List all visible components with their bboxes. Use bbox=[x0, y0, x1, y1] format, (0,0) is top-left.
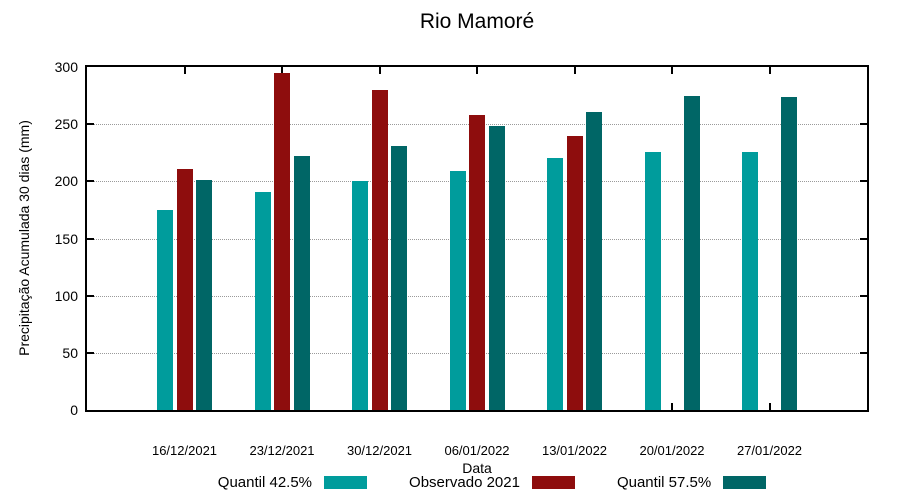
bar-quantil-57-5- bbox=[683, 95, 700, 410]
x-tick-label: 20/01/2022 bbox=[639, 443, 705, 458]
x-tick-mark-top bbox=[281, 67, 283, 74]
x-tick-mark-top bbox=[768, 67, 771, 74]
bar-quantil-42-5- bbox=[157, 209, 173, 410]
bar-quantil-42-5- bbox=[644, 151, 661, 410]
bar-observado-2021 bbox=[176, 168, 193, 410]
y-tick-label: 100 bbox=[54, 287, 78, 304]
y-tick-mark-right bbox=[860, 351, 867, 354]
chart-title: Rio Mamoré bbox=[419, 10, 535, 33]
y-tick-label: 0 bbox=[70, 402, 78, 418]
bar-quantil-42-5- bbox=[352, 181, 368, 410]
bar-quantil-57-5- bbox=[488, 126, 505, 410]
legend-label: Quantil 42.5% bbox=[217, 474, 313, 491]
bar-quantil-42-5- bbox=[742, 151, 758, 410]
legend-item: Observado 2021 bbox=[409, 474, 575, 491]
y-tick-label: 50 bbox=[62, 344, 78, 361]
y-tick-mark-left bbox=[87, 237, 94, 240]
y-tick-label: 150 bbox=[54, 230, 78, 247]
x-tick-label: 27/01/2022 bbox=[736, 443, 803, 458]
bar-observado-2021 bbox=[274, 72, 290, 410]
plot-area bbox=[87, 67, 867, 410]
bar-quantil-42-5- bbox=[449, 171, 466, 410]
legend: Quantil 42.5% Observado 2021 Quantil 57.5% bbox=[85, 474, 869, 491]
bar-observado-2021 bbox=[469, 115, 485, 410]
x-tick-mark-top bbox=[671, 67, 673, 74]
x-tick-label: 06/01/2022 bbox=[444, 443, 510, 458]
y-tick-mark-left bbox=[87, 294, 94, 297]
x-tick-mark-top bbox=[378, 67, 381, 74]
bar-observado-2021 bbox=[371, 89, 388, 410]
y-tick-label: 250 bbox=[54, 116, 78, 133]
x-tick-mark-bottom bbox=[671, 403, 673, 410]
bar-quantil-57-5- bbox=[391, 145, 407, 410]
y-tick-mark-right bbox=[860, 294, 867, 297]
bar-quantil-57-5- bbox=[196, 180, 212, 410]
x-tick-label: 16/12/2021 bbox=[151, 443, 218, 458]
x-axis-title: Data bbox=[462, 460, 492, 476]
bar-observado-2021 bbox=[566, 135, 583, 410]
legend-label: Observado 2021 bbox=[409, 474, 520, 491]
legend-swatch bbox=[531, 476, 575, 489]
x-tick-mark-top bbox=[573, 67, 576, 74]
bar-quantil-57-5- bbox=[586, 111, 602, 410]
legend-swatch bbox=[723, 476, 767, 489]
bar-quantil-42-5- bbox=[254, 191, 271, 410]
x-tick-label: 13/01/2022 bbox=[541, 443, 608, 458]
bar-quantil-42-5- bbox=[547, 158, 563, 410]
x-tick-label: 23/12/2021 bbox=[249, 443, 315, 458]
x-axis-tick-labels: 16/12/2021 23/12/2021 30/12/2021 06/01/2022… bbox=[87, 444, 867, 460]
y-tick-label: 300 bbox=[54, 59, 78, 75]
legend-swatch bbox=[324, 476, 368, 489]
bar-quantil-57-5- bbox=[781, 96, 797, 410]
y-tick-mark-right bbox=[860, 180, 867, 183]
x-tick-mark-top bbox=[476, 67, 478, 74]
y-axis-tick-labels: 0 50 100 150 200 250 300 bbox=[0, 60, 78, 417]
x-tick-mark-top bbox=[183, 67, 186, 74]
legend-label: Quantil 57.5% bbox=[616, 474, 712, 491]
y-tick-mark-left bbox=[87, 180, 94, 183]
y-tick-mark-right bbox=[860, 237, 867, 240]
y-tick-mark-left bbox=[87, 123, 94, 126]
legend-item: Quantil 57.5% bbox=[616, 474, 767, 491]
y-tick-label: 200 bbox=[54, 173, 78, 190]
x-tick-label: 30/12/2021 bbox=[346, 443, 413, 458]
y-tick-mark-right bbox=[860, 123, 867, 126]
legend-item: Quantil 42.5% bbox=[217, 474, 368, 491]
y-tick-mark-left bbox=[87, 351, 94, 354]
bar-quantil-57-5- bbox=[293, 156, 310, 410]
x-tick-mark-bottom bbox=[768, 403, 771, 410]
